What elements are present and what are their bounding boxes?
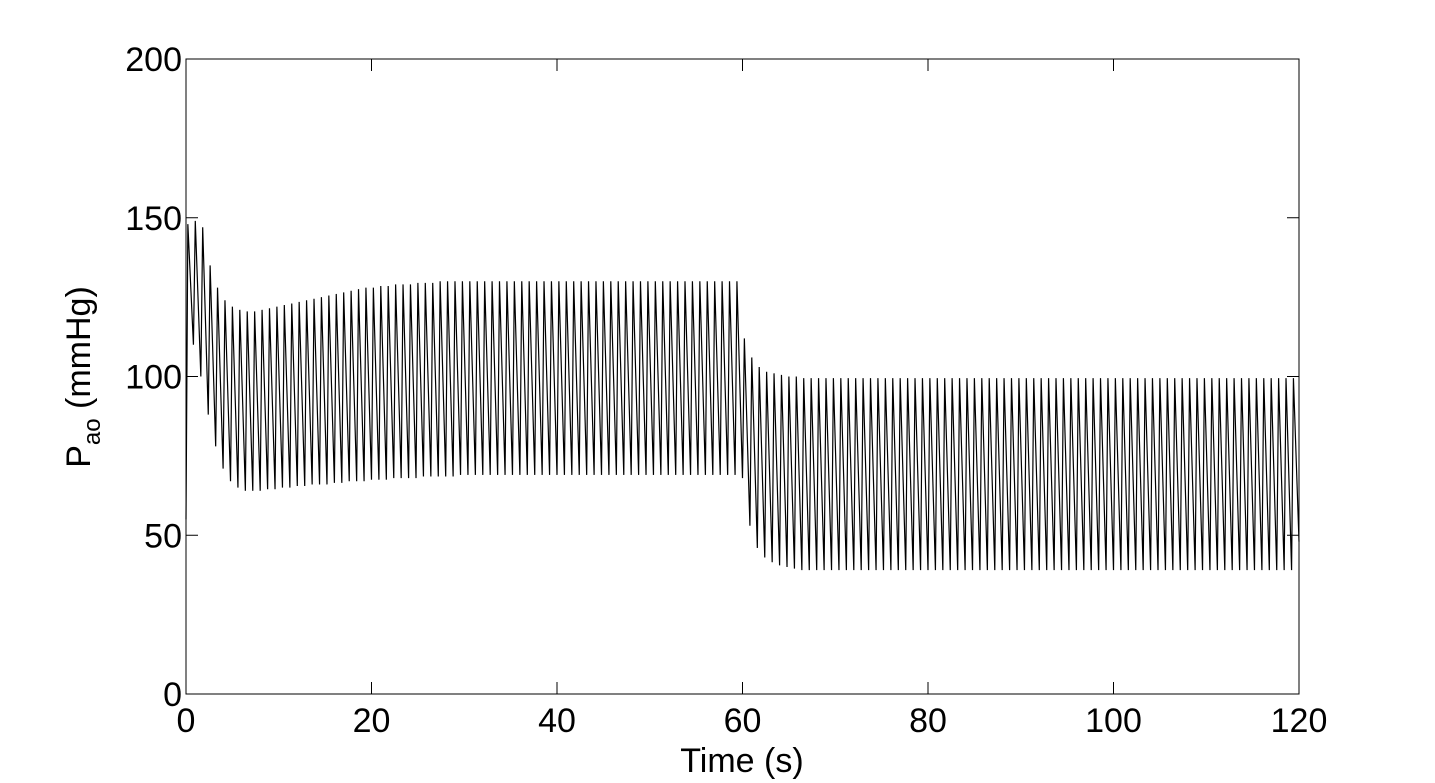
y-axis-label-subscript: ao xyxy=(79,418,106,445)
y-axis-label-main: P xyxy=(60,445,98,468)
y-axis-label: Pao (mmHg) xyxy=(60,286,106,468)
plot-area xyxy=(185,58,1300,695)
y-tick-label: 150 xyxy=(125,200,182,238)
x-tick-label: 40 xyxy=(538,702,576,740)
y-tick-label: 200 xyxy=(125,41,182,79)
x-tick-label: 120 xyxy=(1271,702,1328,740)
y-tick-label: 100 xyxy=(125,359,182,397)
x-tick-label: 0 xyxy=(177,702,196,740)
x-tick-label: 20 xyxy=(353,702,391,740)
x-tick-label: 80 xyxy=(909,702,947,740)
y-tick-label: 0 xyxy=(163,676,182,714)
y-tick-label: 50 xyxy=(144,517,182,555)
x-tick-label: 100 xyxy=(1085,702,1142,740)
x-axis-label: Time (s) xyxy=(680,742,803,780)
x-tick-label: 60 xyxy=(724,702,762,740)
data-line xyxy=(185,220,1300,571)
y-axis-label-unit: (mmHg) xyxy=(60,286,98,418)
